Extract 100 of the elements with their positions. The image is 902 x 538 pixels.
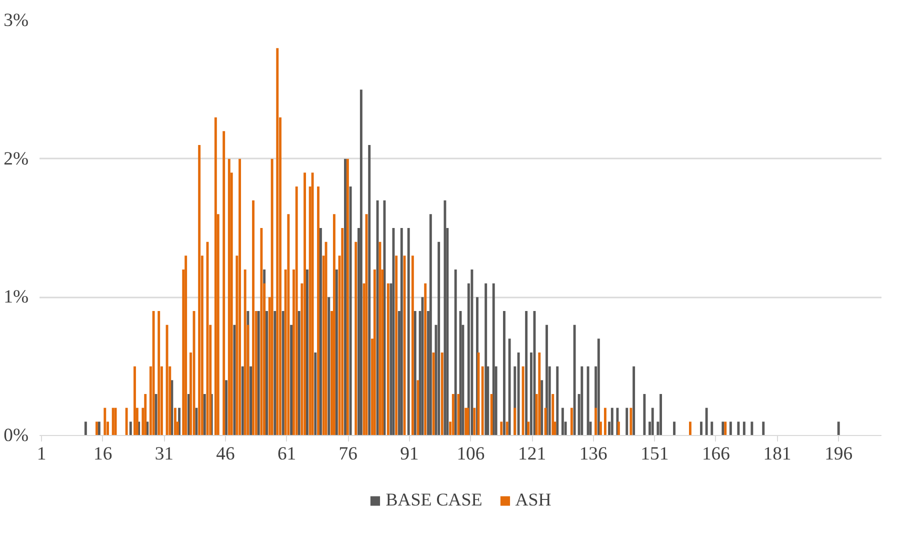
- bar: [290, 324, 293, 436]
- bar: [84, 422, 87, 436]
- x-tick-label: 121: [518, 444, 546, 464]
- bar: [452, 394, 454, 436]
- bar: [454, 270, 457, 436]
- bar: [440, 352, 444, 436]
- bar: [158, 311, 160, 436]
- bar: [152, 311, 155, 436]
- bar: [125, 408, 128, 436]
- bar: [346, 158, 349, 436]
- bar: [660, 394, 662, 436]
- bar: [599, 422, 602, 436]
- bar: [335, 270, 338, 436]
- bar: [514, 408, 516, 436]
- bar: [742, 422, 746, 436]
- bar: [349, 186, 352, 436]
- bar: [203, 394, 206, 436]
- bar: [354, 242, 358, 436]
- bar: [444, 200, 446, 436]
- bar: [500, 422, 503, 436]
- bar: [710, 422, 714, 436]
- x-tick-label: 46: [216, 444, 235, 464]
- bar: [573, 324, 576, 436]
- bar: [252, 200, 254, 436]
- bar: [360, 90, 362, 436]
- x-tick-label: 16: [94, 444, 112, 464]
- bar: [238, 158, 242, 436]
- bar: [260, 228, 263, 436]
- bar: [570, 408, 573, 436]
- bar: [729, 422, 732, 436]
- bar: [688, 422, 692, 436]
- bar: [274, 311, 276, 436]
- x-tick-label: 31: [154, 444, 174, 464]
- bar: [392, 228, 395, 436]
- bar: [457, 394, 460, 436]
- legend-label: ASH: [515, 490, 552, 510]
- x-tick-label: 166: [702, 444, 730, 464]
- bar: [837, 422, 840, 436]
- bar: [184, 256, 188, 436]
- bar: [626, 408, 628, 436]
- bar: [304, 172, 306, 436]
- bar: [490, 394, 493, 436]
- bar: [737, 422, 740, 436]
- bar: [643, 394, 646, 436]
- bar: [552, 394, 554, 436]
- bar: [508, 338, 511, 436]
- bar: [632, 366, 636, 436]
- bar: [214, 117, 217, 436]
- bar: [651, 408, 654, 436]
- bar: [700, 422, 702, 436]
- bar: [306, 270, 308, 436]
- bar: [266, 311, 268, 436]
- bar: [376, 200, 379, 436]
- bar: [195, 408, 198, 436]
- bar: [241, 366, 244, 436]
- bar: [332, 214, 336, 436]
- bar: [538, 352, 541, 436]
- bar: [580, 366, 584, 436]
- bar: [424, 283, 427, 436]
- bar: [630, 408, 632, 436]
- bar: [470, 270, 474, 436]
- bar: [298, 311, 300, 436]
- bar: [198, 145, 201, 436]
- bar: [244, 270, 246, 436]
- x-tick-label: 61: [277, 444, 296, 464]
- bar: [233, 324, 236, 436]
- bar: [407, 228, 410, 436]
- bar: [400, 228, 403, 436]
- bar: [319, 228, 322, 436]
- bar: [617, 422, 620, 436]
- bar: [594, 408, 598, 436]
- bar: [525, 311, 528, 436]
- bar: [673, 422, 676, 436]
- bar: [540, 380, 544, 436]
- bar: [95, 422, 98, 436]
- x-tick-label: 91: [400, 444, 419, 464]
- bar: [561, 408, 564, 436]
- bar: [257, 311, 260, 436]
- x-tick-label: 106: [456, 444, 485, 464]
- bar: [324, 242, 328, 436]
- x-tick-label: 151: [640, 444, 669, 464]
- bar: [395, 256, 398, 436]
- bar: [174, 408, 176, 436]
- bar: [104, 408, 106, 436]
- x-tick-label: 76: [338, 444, 358, 464]
- bar: [317, 186, 320, 436]
- bar: [386, 283, 390, 436]
- bar: [112, 408, 114, 436]
- bar: [411, 256, 414, 436]
- bar: [344, 158, 346, 436]
- bar: [98, 422, 100, 436]
- bar: [341, 228, 344, 436]
- bar: [705, 408, 708, 436]
- bar: [484, 283, 488, 436]
- bar: [225, 380, 228, 436]
- x-tick-label: 1: [36, 444, 46, 464]
- y-tick-label: 2%: [4, 148, 29, 170]
- bar: [373, 270, 376, 436]
- x-tick-label: 136: [579, 444, 608, 464]
- y-tick-label: 1%: [4, 286, 29, 308]
